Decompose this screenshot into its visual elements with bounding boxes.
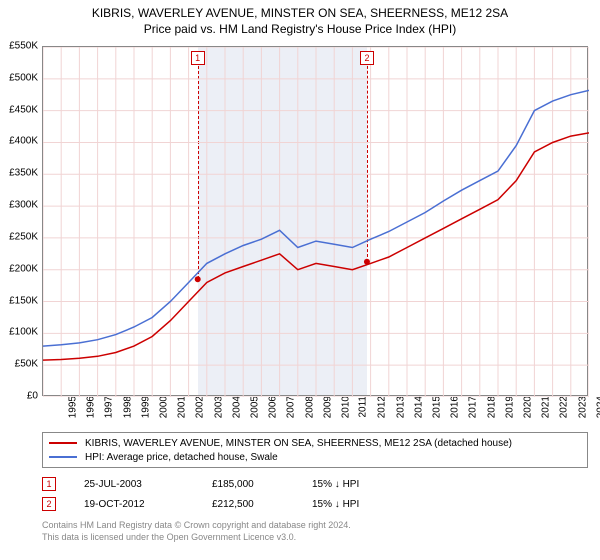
x-tick-label: 1999 (140, 396, 151, 418)
legend-row-2: HPI: Average price, detached house, Swal… (49, 450, 581, 464)
x-tick-label: 2014 (413, 396, 424, 418)
marker-table: 1 25-JUL-2003 £185,000 15% ↓ HPI 2 19-OC… (42, 474, 588, 514)
y-axis-labels: £0£50K£100K£150K£200K£250K£300K£350K£400… (0, 46, 40, 396)
y-tick-label: £150K (9, 295, 38, 306)
x-tick-label: 2003 (213, 396, 224, 418)
marker-price-2: £212,500 (212, 499, 312, 510)
x-tick-label: 2007 (286, 396, 297, 418)
marker-badge-1: 1 (42, 477, 56, 491)
x-tick-label: 2019 (504, 396, 515, 418)
x-tick-label: 2000 (158, 396, 169, 418)
footer-line-2: This data is licensed under the Open Gov… (42, 532, 351, 544)
x-tick-label: 1996 (85, 396, 96, 418)
x-tick-label: 2013 (395, 396, 406, 418)
legend-swatch-2 (49, 456, 77, 458)
chart-marker-badge: 2 (360, 51, 374, 65)
footer: Contains HM Land Registry data © Crown c… (42, 520, 351, 543)
x-axis-labels: 1995 1996 1997 1998 1999 2000 2001 2002 2003 2004… (42, 398, 588, 432)
marker-price-1: £185,000 (212, 479, 312, 490)
x-tick-label: 2018 (486, 396, 497, 418)
y-tick-label: £250K (9, 231, 38, 242)
chart-plot-area: 12 (42, 46, 588, 396)
y-tick-label: £500K (9, 72, 38, 83)
x-tick-label: 2024 (595, 396, 600, 418)
footer-line-1: Contains HM Land Registry data © Crown c… (42, 520, 351, 532)
y-tick-label: £400K (9, 136, 38, 147)
x-tick-label: 1998 (122, 396, 133, 418)
x-tick-label: 1997 (104, 396, 115, 418)
y-tick-label: £200K (9, 263, 38, 274)
chart-container: KIBRIS, WAVERLEY AVENUE, MINSTER ON SEA,… (0, 0, 600, 560)
title-line-1: KIBRIS, WAVERLEY AVENUE, MINSTER ON SEA,… (0, 6, 600, 20)
x-tick-label: 2022 (559, 396, 570, 418)
y-tick-label: £0 (27, 391, 38, 402)
x-tick-label: 2012 (377, 396, 388, 418)
marker-row-1: 1 25-JUL-2003 £185,000 15% ↓ HPI (42, 474, 588, 494)
x-tick-label: 2016 (449, 396, 460, 418)
x-tick-label: 2011 (358, 396, 369, 418)
x-tick-label: 1995 (67, 396, 78, 418)
x-tick-label: 2008 (304, 396, 315, 418)
x-tick-label: 2002 (195, 396, 206, 418)
x-tick-label: 2015 (431, 396, 442, 418)
y-tick-label: £50K (15, 359, 38, 370)
x-tick-label: 2010 (340, 396, 351, 418)
legend-label-2: HPI: Average price, detached house, Swal… (85, 452, 278, 463)
x-tick-label: 2020 (522, 396, 533, 418)
y-tick-label: £450K (9, 104, 38, 115)
y-tick-label: £300K (9, 200, 38, 211)
x-tick-label: 2005 (249, 396, 260, 418)
y-tick-label: £100K (9, 327, 38, 338)
legend-label-1: KIBRIS, WAVERLEY AVENUE, MINSTER ON SEA,… (85, 438, 512, 449)
y-tick-label: £550K (9, 41, 38, 52)
y-tick-label: £350K (9, 168, 38, 179)
legend-swatch-1 (49, 442, 77, 444)
marker-row-2: 2 19-OCT-2012 £212,500 15% ↓ HPI (42, 494, 588, 514)
marker-delta-2: 15% ↓ HPI (312, 499, 412, 510)
marker-date-1: 25-JUL-2003 (84, 479, 212, 490)
x-tick-label: 2021 (540, 396, 551, 418)
x-tick-label: 2009 (322, 396, 333, 418)
x-tick-label: 2023 (577, 396, 588, 418)
legend: KIBRIS, WAVERLEY AVENUE, MINSTER ON SEA,… (42, 432, 588, 468)
marker-badge-2: 2 (42, 497, 56, 511)
title-block: KIBRIS, WAVERLEY AVENUE, MINSTER ON SEA,… (0, 0, 600, 36)
lines-svg (43, 47, 589, 397)
x-tick-label: 2006 (267, 396, 278, 418)
x-tick-label: 2004 (231, 396, 242, 418)
marker-date-2: 19-OCT-2012 (84, 499, 212, 510)
title-line-2: Price paid vs. HM Land Registry's House … (0, 22, 600, 36)
chart-marker-badge: 1 (191, 51, 205, 65)
x-tick-label: 2017 (468, 396, 479, 418)
x-tick-label: 2001 (176, 396, 187, 418)
marker-delta-1: 15% ↓ HPI (312, 479, 412, 490)
legend-row-1: KIBRIS, WAVERLEY AVENUE, MINSTER ON SEA,… (49, 436, 581, 450)
